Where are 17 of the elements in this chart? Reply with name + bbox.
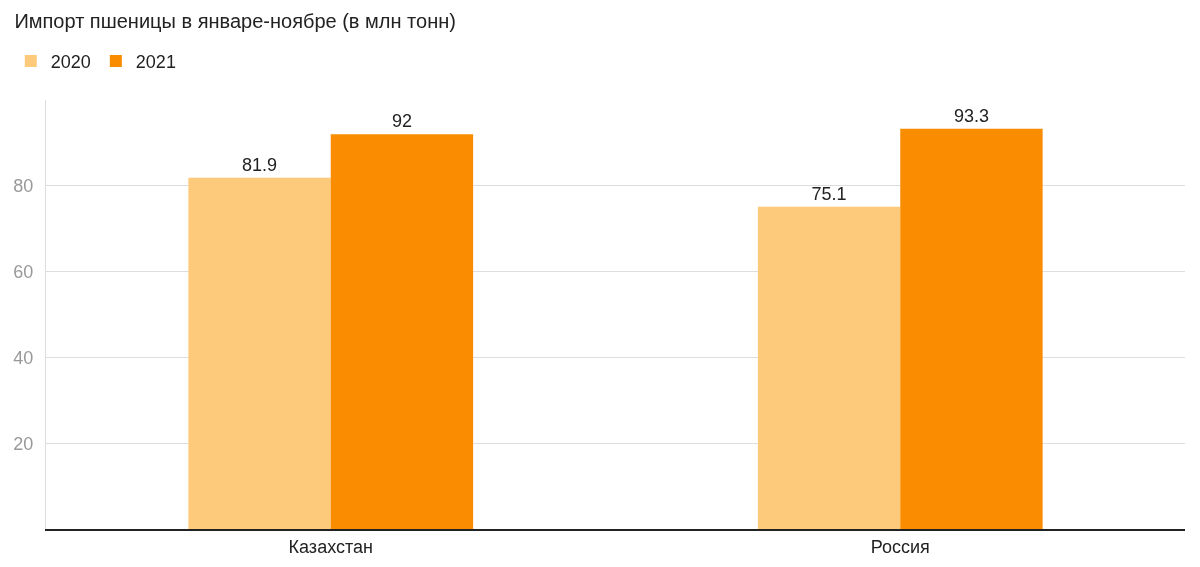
bar bbox=[188, 177, 331, 529]
chart-title: Импорт пшеницы в январе-ноябре (в млн тонн) bbox=[14, 10, 456, 33]
y-tick-label: 40 bbox=[13, 347, 34, 368]
data-label: 75.1 bbox=[811, 183, 847, 204]
bar bbox=[330, 134, 474, 529]
bar bbox=[757, 206, 901, 529]
x-tick-label: Россия bbox=[870, 536, 930, 557]
data-label: 93.3 bbox=[953, 105, 989, 126]
legend-label: 2021 bbox=[135, 52, 176, 73]
y-tick-label: 80 bbox=[13, 176, 34, 197]
bar bbox=[900, 128, 1043, 529]
data-label: 92 bbox=[391, 111, 412, 132]
y-tick-label: 20 bbox=[13, 433, 34, 454]
data-label: 81.9 bbox=[242, 154, 278, 175]
legend-label: 2020 bbox=[50, 52, 91, 73]
y-tick-label: 60 bbox=[13, 261, 34, 282]
x-tick-label: Казахстан bbox=[288, 536, 373, 557]
